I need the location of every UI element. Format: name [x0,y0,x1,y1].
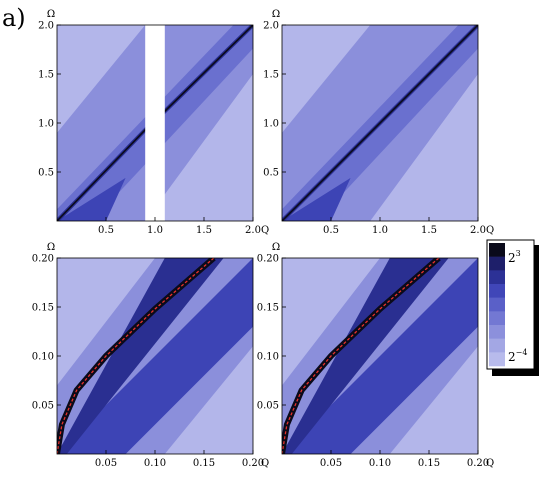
x-axis-label: Q [486,225,494,236]
y-axis-label: Ω [272,9,280,20]
heatmap-bottom-right [282,258,478,454]
region-upper-light [57,25,146,133]
region-upper-light [282,258,380,386]
x-tick-label: 2.0 [245,225,261,236]
x-tick-label: 1.5 [196,225,212,236]
colorbar-swatch [489,338,505,353]
data-gap [145,25,165,221]
x-tick-label: 1.0 [372,225,388,236]
ridge-peak [57,258,216,454]
x-tick-label: 0.05 [95,458,117,469]
colorbar-swatches [489,243,505,367]
x-tick-label: 0.20 [467,458,489,469]
x-axis-label: Q [261,225,269,236]
y-axis-label: Ω [272,242,280,253]
x-axis-label: Q [261,458,269,469]
region-lower-light [389,346,478,454]
y-tick-label: 0.20 [257,254,279,265]
colorbar-swatch [489,311,505,326]
heatmap-bottom-left [57,258,253,454]
x-tick-label: 0.15 [418,458,440,469]
y-tick-label: 0.5 [263,168,279,179]
colorbar: 23 2−4 [486,239,539,376]
colorbar-swatch [489,270,505,285]
x-tick-label: 0.10 [144,458,166,469]
region-upper-light [282,25,371,133]
region-lower-light [370,74,478,221]
y-axis-label: Ω [47,9,55,20]
colorbar-bottom-label: 2−4 [508,348,527,364]
axes-top-left: 0.5 1.0 1.5 2.00.51.01.52.0QΩ [38,9,269,236]
region-dark-wedge [57,177,126,221]
y-tick-label: 1.0 [38,119,54,130]
region-dark-band [282,258,478,454]
y-tick-label: 0.15 [32,303,54,314]
axes-top-right: 0.5 1.0 1.5 2.00.51.01.52.0QΩ [263,9,494,236]
heatmap-top-right [282,25,478,221]
heatmap-top-left [57,25,253,221]
region-darker-band [57,258,224,454]
y-tick-label: 0.10 [257,352,279,363]
x-axis-label: Q [486,458,494,469]
y-axis-label: Ω [47,242,55,253]
x-tick-label: 0.15 [193,458,215,469]
y-tick-label: 1.5 [263,70,279,81]
x-tick-label: 0.05 [320,458,342,469]
colorbar-top-label: 23 [508,249,521,265]
y-tick-label: 0.05 [257,401,279,412]
region-darker-band [282,258,449,454]
panel-label: a) [2,4,26,32]
y-tick-label: 1.5 [38,70,54,81]
colorbar-swatch [489,243,505,257]
region-dark-wedge [282,177,351,221]
colorbar-swatch [489,284,505,298]
x-tick-label: 2.0 [470,225,486,236]
region-lower-light [145,74,253,221]
ridge-peak [282,25,478,221]
region-lower-light [164,346,253,454]
colorbar-swatch [489,297,505,312]
y-tick-label: 0.5 [38,168,54,179]
x-tick-label: 0.10 [369,458,391,469]
x-tick-label: 0.5 [323,225,339,236]
ridge-peak [282,258,441,454]
y-tick-label: 1.0 [263,119,279,130]
y-tick-label: 2.0 [263,21,279,32]
y-tick-label: 2.0 [38,21,54,32]
x-tick-label: 1.5 [421,225,437,236]
y-tick-label: 0.20 [32,254,54,265]
colorbar-swatch [489,352,505,367]
colorbar-swatch [489,256,505,271]
y-tick-label: 0.15 [257,303,279,314]
colorbar-swatch [489,325,505,339]
region-upper-light [57,258,155,386]
x-tick-label: 0.20 [242,458,264,469]
x-tick-label: 0.5 [98,225,114,236]
x-tick-label: 1.0 [147,225,163,236]
y-tick-label: 0.10 [32,352,54,363]
y-tick-label: 0.05 [32,401,54,412]
